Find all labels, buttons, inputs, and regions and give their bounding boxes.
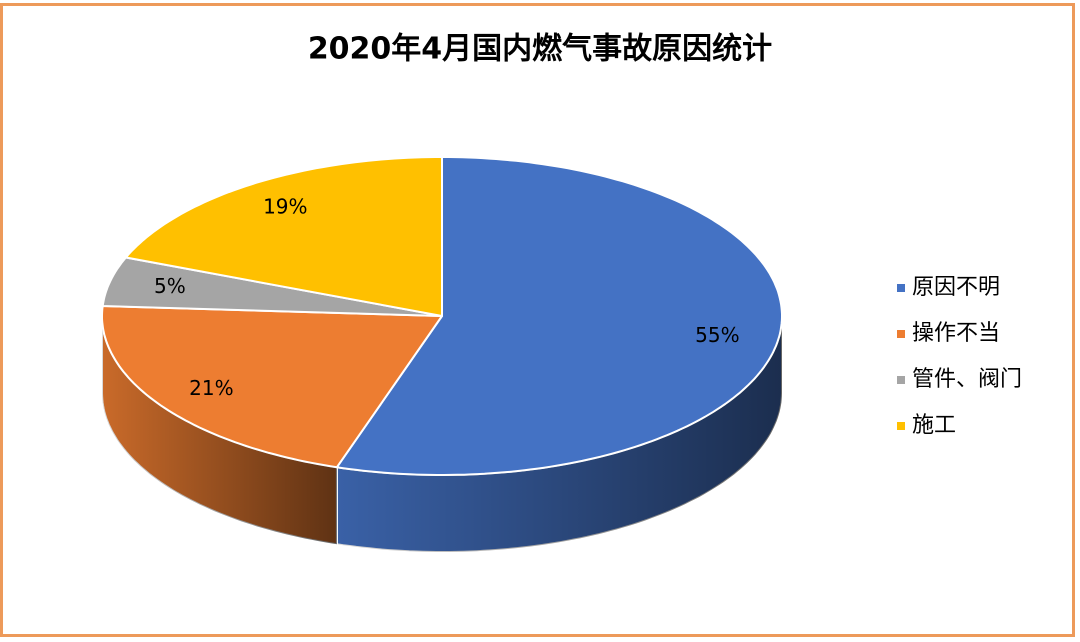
- slice-side-shade: [102, 316, 337, 545]
- legend-label: 施工: [912, 413, 956, 438]
- pie-slice: [101, 256, 443, 317]
- legend-label: 管件、阀门: [912, 367, 1022, 392]
- legend-marker: [897, 330, 905, 338]
- data-label: 55%: [695, 323, 739, 347]
- data-label: 19%: [263, 195, 307, 219]
- legend-label: 操作不当: [912, 321, 1000, 346]
- legend-marker: [897, 284, 905, 292]
- data-label: 21%: [189, 376, 233, 400]
- pie-slice: [335, 156, 783, 476]
- legend-marker: [897, 422, 905, 430]
- pie-slice: [124, 156, 443, 317]
- chart-title: 2020年4月国内燃气事故原因统计: [308, 32, 772, 67]
- data-label: 5%: [154, 274, 186, 298]
- data-labels: 55% 21% 5% 19%: [154, 195, 740, 400]
- pie-tops: [101, 156, 783, 476]
- slice-side-shade: [336, 316, 782, 552]
- legend-label: 原因不明: [912, 275, 1000, 300]
- legend-marker: [897, 376, 905, 384]
- pie-slice: [101, 305, 443, 469]
